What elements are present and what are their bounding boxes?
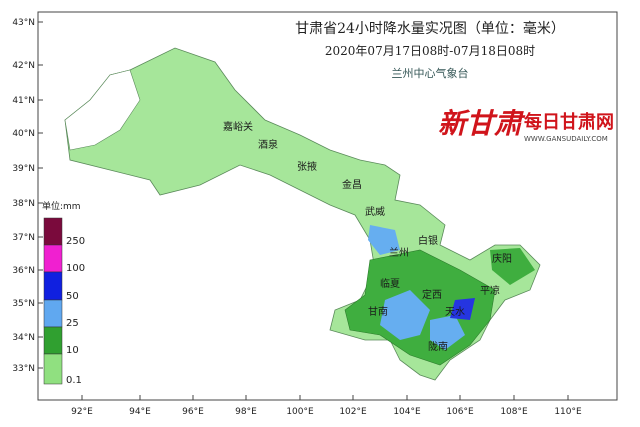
legend-swatch (43, 244, 63, 273)
legend-swatch (43, 299, 63, 328)
logo-url: WWW.GANSUDAILY.COM (524, 135, 608, 143)
legend-label: 250 (66, 236, 85, 247)
lat-label: 38°N (12, 199, 35, 209)
legend-label: 10 (66, 345, 79, 356)
lon-label: 104°E (393, 407, 421, 417)
city-label: 张掖 (297, 160, 317, 173)
city-label: 庆阳 (492, 252, 512, 265)
map-frame (37, 11, 618, 401)
lat-label: 36°N (12, 266, 35, 276)
lon-label: 98°E (235, 407, 257, 417)
city-label: 酒泉 (258, 138, 278, 151)
lat-label: 33°N (12, 364, 35, 374)
logo-brand: 新甘肃 (438, 107, 526, 140)
city-label: 白银 (418, 234, 438, 247)
lon-label: 96°E (182, 407, 204, 417)
city-label: 武威 (365, 205, 385, 218)
city-label: 甘南 (368, 305, 388, 318)
legend-label: 50 (66, 291, 79, 302)
city-label: 天水 (445, 306, 465, 318)
legend-unit: 单位:mm (42, 200, 81, 212)
lon-label: 108°E (500, 407, 528, 417)
legend-label: 100 (66, 263, 85, 274)
logo-site: 每日甘肃网 (524, 111, 614, 133)
city-label: 金昌 (342, 178, 362, 191)
legend-swatch (43, 353, 63, 385)
city-label: 兰州 (389, 246, 409, 259)
lon-label: 110°E (554, 407, 582, 417)
lon-label: 106°E (446, 407, 474, 417)
lon-label: 92°E (71, 407, 93, 417)
lon-label: 102°E (339, 407, 367, 417)
issuer: 兰州中心气象台 (392, 66, 469, 80)
date-range: 2020年07月17日08时-07月18日08时 (325, 44, 535, 58)
city-label: 平凉 (480, 284, 500, 297)
lon-label: 100°E (286, 407, 314, 417)
title: 甘肃省24小时降水量实况图（单位：毫米） (295, 20, 565, 37)
lat-label: 40°N (12, 129, 35, 139)
lat-label: 35°N (12, 299, 35, 309)
province (64, 47, 541, 381)
city-label: 陇南 (428, 340, 448, 353)
legend-swatch (43, 326, 63, 355)
lon-label: 94°E (129, 407, 151, 417)
city-label: 定西 (422, 288, 442, 301)
city-label: 临夏 (380, 277, 400, 290)
city-label: 嘉峪关 (223, 120, 253, 133)
lat-label: 41°N (12, 96, 35, 106)
legend-swatch (43, 217, 63, 246)
legend-swatch (43, 271, 63, 301)
lat-label: 43°N (12, 18, 35, 28)
legend-label: 0.1 (66, 375, 82, 386)
lat-label: 37°N (12, 233, 35, 243)
axes: 43°N 42°N 41°N 40°N 39°N 38°N 37°N 36°N 35°N 34°N… (12, 18, 582, 417)
legend-label: 25 (66, 318, 79, 329)
lat-label: 42°N (12, 61, 35, 71)
lat-label: 39°N (12, 164, 35, 174)
legend: 250 100 50 25 10 0.1 (43, 217, 85, 386)
lat-label: 34°N (12, 333, 35, 343)
